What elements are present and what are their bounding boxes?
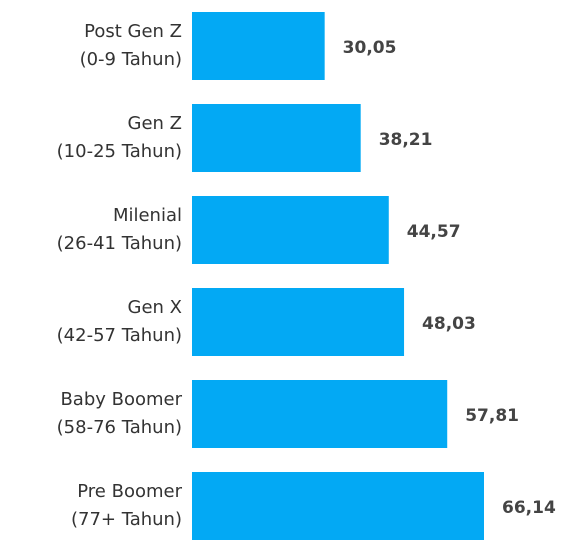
- bar: [192, 472, 484, 540]
- category-label: (58-76 Tahun): [57, 417, 182, 438]
- category-label: Pre Boomer: [77, 481, 182, 502]
- bar: [192, 104, 361, 172]
- value-label: 30,05: [343, 38, 397, 58]
- value-label: 66,14: [502, 498, 556, 518]
- bar: [192, 380, 448, 448]
- bar: [192, 12, 325, 80]
- value-label: 57,81: [465, 406, 519, 426]
- category-label: Gen Z: [128, 113, 182, 134]
- bar: [192, 196, 389, 264]
- category-label: Baby Boomer: [60, 389, 182, 410]
- category-label: (26-41 Tahun): [57, 233, 182, 254]
- bar: [192, 288, 405, 356]
- category-label: Gen X: [128, 297, 182, 318]
- category-label: Milenial: [113, 205, 182, 226]
- category-label: Post Gen Z: [84, 21, 182, 42]
- category-label: (10-25 Tahun): [57, 141, 182, 162]
- category-label: (42-57 Tahun): [57, 325, 182, 346]
- category-label: (77+ Tahun): [71, 509, 182, 530]
- value-label: 44,57: [407, 222, 461, 242]
- value-label: 48,03: [422, 314, 476, 334]
- value-label: 38,21: [379, 130, 433, 150]
- category-label: (0-9 Tahun): [80, 49, 182, 70]
